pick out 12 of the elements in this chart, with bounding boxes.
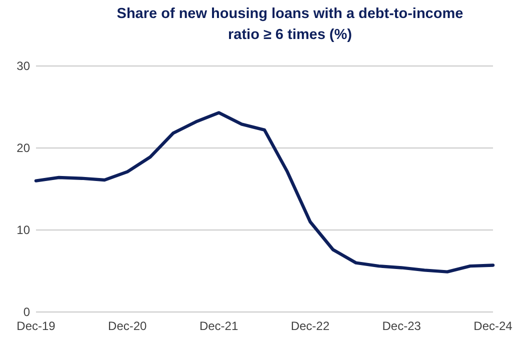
y-tick-label: 20 — [16, 141, 30, 156]
x-tick-label: Dec-21 — [199, 319, 238, 333]
x-tick-label: Dec-20 — [108, 319, 148, 333]
chart-title: Share of new housing loans with a debt-to-income ratio ≥ 6 times (%) — [116, 6, 464, 43]
x-tick-label: Dec-22 — [290, 319, 330, 333]
x-tick-label: Dec-24 — [474, 319, 513, 333]
y-tick-label: 10 — [16, 223, 30, 238]
y-tick-label: 0 — [23, 305, 30, 320]
x-tick-label: Dec-19 — [16, 319, 56, 333]
x-tick-label: Dec-23 — [382, 319, 422, 333]
line-series — [34, 111, 495, 274]
y-tick-label: 30 — [16, 59, 30, 74]
